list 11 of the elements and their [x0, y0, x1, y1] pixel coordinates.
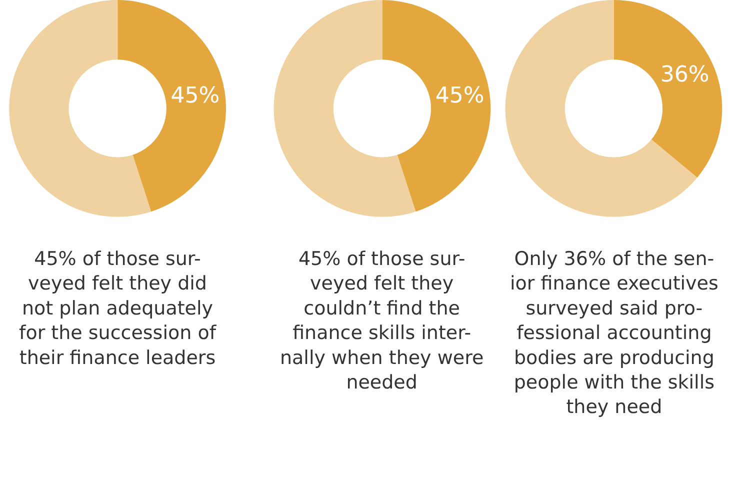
donut-slice	[614, 0, 722, 178]
donut-slice	[382, 0, 491, 212]
data-label: 45%	[170, 84, 220, 109]
donut-slice	[9, 0, 152, 217]
text: 45% of those sur- veyed felt they did not plan adequately for the succession of their finance leaders	[19, 248, 218, 369]
data-label: 45%	[435, 84, 484, 109]
data-label: 36%	[660, 62, 710, 88]
text: 45% of those sur- veyed felt they couldn’t find the finance skills inter- nally when they were needed	[280, 248, 484, 394]
text: Only 36% of the sen- ior finance executives surveyed said pro- fessional accounting bodies are producing people with the skills they need	[510, 248, 718, 418]
donut-slice	[118, 0, 226, 212]
donut-slice	[274, 0, 416, 217]
